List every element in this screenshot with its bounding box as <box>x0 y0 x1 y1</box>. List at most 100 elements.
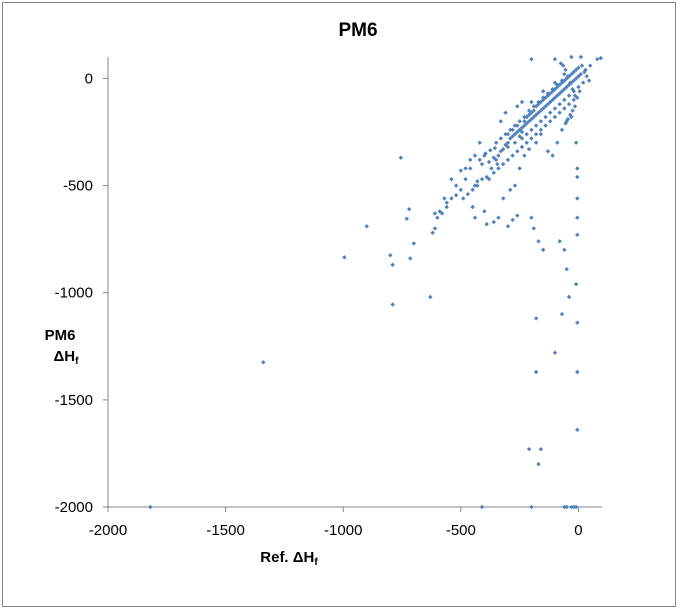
data-point <box>533 112 539 118</box>
data-point <box>533 369 539 375</box>
data-point <box>571 504 576 510</box>
data-point <box>515 104 520 109</box>
data-point <box>503 110 508 115</box>
data-point <box>508 127 513 133</box>
data-point <box>524 140 529 145</box>
data-point <box>586 78 592 83</box>
data-point <box>468 157 473 163</box>
data-point <box>533 131 539 137</box>
data-point <box>442 196 447 201</box>
data-point <box>526 108 532 113</box>
data-point <box>575 174 580 180</box>
data-point <box>505 131 511 137</box>
data-point <box>559 89 565 94</box>
data-point <box>572 93 578 98</box>
data-point <box>482 209 487 214</box>
data-point <box>529 127 534 133</box>
data-point <box>501 161 506 167</box>
data-point <box>531 226 536 231</box>
data-point <box>517 119 522 124</box>
data-point <box>519 125 525 130</box>
data-point <box>550 153 555 158</box>
data-point <box>522 114 527 120</box>
data-point <box>573 76 579 81</box>
data-point <box>495 161 500 167</box>
data-point <box>510 153 515 158</box>
data-point <box>529 504 534 510</box>
data-point <box>522 119 527 124</box>
data-point <box>491 170 496 175</box>
data-point <box>505 224 511 229</box>
data-point <box>559 78 565 83</box>
data-point <box>519 129 525 135</box>
data-point <box>461 196 466 201</box>
data-point <box>526 119 532 124</box>
data-point <box>529 136 534 141</box>
data-point <box>390 262 395 268</box>
data-point <box>548 99 553 105</box>
data-point <box>555 82 560 88</box>
data-point <box>526 112 532 118</box>
data-point <box>472 183 478 188</box>
data-point <box>595 56 600 62</box>
data-point <box>573 140 579 145</box>
data-point <box>453 193 459 198</box>
data-point <box>552 80 558 85</box>
data-point <box>575 427 580 433</box>
data-point <box>562 106 567 111</box>
data-point <box>477 140 482 145</box>
data-point <box>465 191 471 197</box>
data-point <box>517 166 522 171</box>
data-point <box>562 504 567 510</box>
data-point <box>488 148 493 153</box>
data-point <box>584 74 589 79</box>
data-point <box>463 166 468 171</box>
data-point <box>569 504 574 510</box>
data-point <box>529 99 534 105</box>
data-point <box>390 302 395 307</box>
data-point <box>540 106 546 111</box>
data-point <box>571 89 576 94</box>
data-point <box>582 69 587 75</box>
data-point <box>475 183 480 188</box>
x-axis-title-main: Ref. ΔH <box>260 549 314 566</box>
data-point <box>522 123 527 128</box>
data-point <box>557 82 562 88</box>
y-tick-label: -1000 <box>55 285 93 302</box>
chart-title: PM6 <box>338 20 377 41</box>
data-point <box>468 166 473 171</box>
data-point <box>555 140 560 145</box>
data-point <box>575 166 580 171</box>
data-point <box>515 213 520 218</box>
data-point <box>470 204 475 210</box>
data-point <box>522 153 527 158</box>
data-point <box>432 211 438 216</box>
data-point <box>560 63 566 68</box>
data-point <box>524 114 529 120</box>
y-axis-title-symbol: ΔH <box>54 348 76 365</box>
data-point <box>342 255 347 260</box>
data-point <box>505 157 511 163</box>
data-point <box>540 95 546 100</box>
data-point <box>526 146 532 152</box>
y-tick-label: -500 <box>63 178 93 195</box>
data-point <box>543 114 548 120</box>
data-point <box>470 187 475 193</box>
data-point <box>562 97 567 103</box>
data-point <box>538 446 544 452</box>
data-point <box>552 56 558 62</box>
data-point <box>538 127 544 133</box>
data-point <box>472 153 478 158</box>
data-point <box>388 253 393 258</box>
data-point <box>496 153 501 158</box>
data-point <box>501 146 506 152</box>
data-point <box>483 151 488 156</box>
data-point <box>548 110 553 115</box>
data-point <box>543 123 548 128</box>
data-point <box>510 127 515 133</box>
data-point <box>580 80 586 85</box>
y-axis-title-subscript: f <box>75 356 79 367</box>
data-point <box>261 360 266 365</box>
data-point <box>543 104 548 109</box>
data-point <box>575 232 580 238</box>
